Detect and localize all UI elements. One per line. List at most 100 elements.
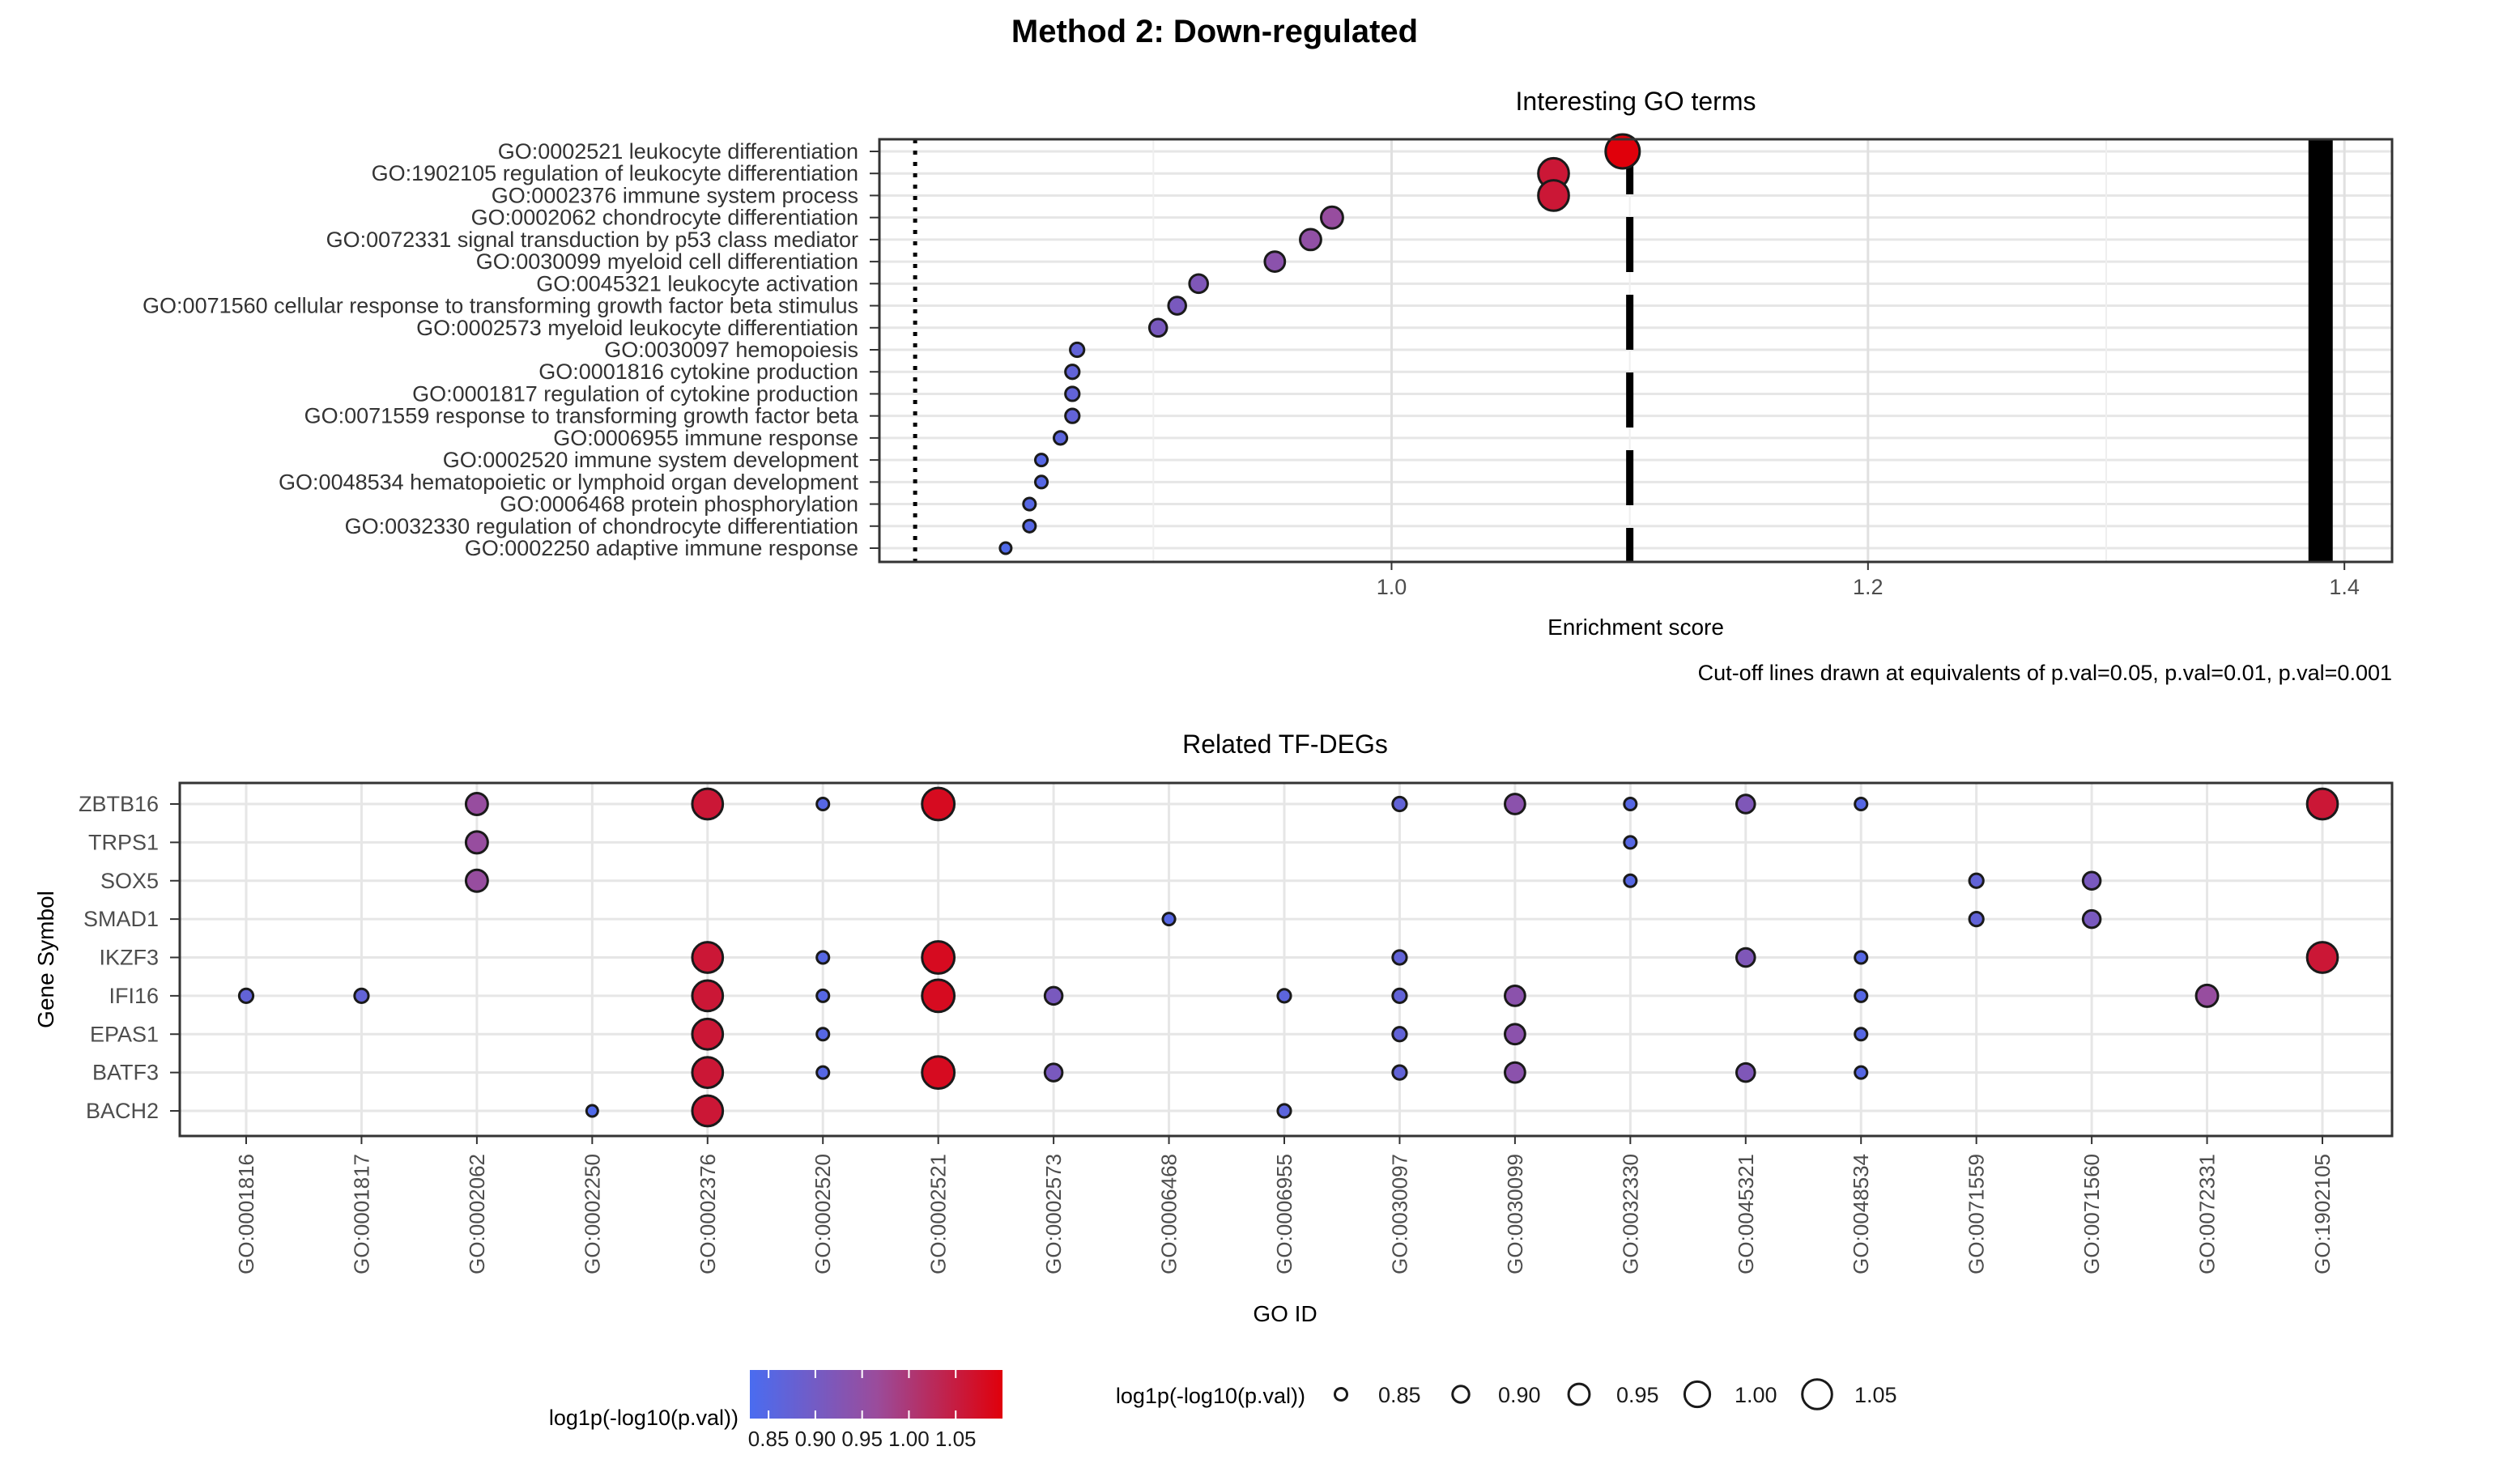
tf-deg-point [1391,1064,1408,1081]
top-x-tick-label: 1.2 [1853,575,1884,599]
go-term-label: GO:0071559 response to transforming grow… [304,404,859,428]
go-id-label: GO:0071560 [2079,1154,2104,1274]
go-term-label: GO:0072331 signal transduction by p53 cl… [326,228,858,252]
go-id-label: GO:0048534 [1849,1154,1873,1274]
tf-deg-point [1854,988,1869,1003]
tf-deg-point [921,940,956,975]
go-id-label: GO:0006468 [1157,1154,1181,1274]
tf-deg-point [2081,870,2102,891]
tf-deg-point [815,796,831,812]
tf-deg-point [691,787,725,821]
tf-deg-point [691,1017,725,1051]
tf-deg-point [237,987,255,1004]
top-x-ticks: 1.0 1.2 1.4 [1377,562,2360,599]
go-term-label: GO:0002521 leukocyte differentiation [498,139,858,164]
tf-deg-point [1504,793,1526,815]
gene-label: TRPS1 [88,830,159,854]
tf-deg-point [2305,787,2339,821]
tf-deg-point [464,792,489,816]
tf-deg-point [691,1056,725,1089]
go-term-point [1064,385,1081,402]
tf-deg-point [585,1104,599,1118]
tf-deg-point [1043,1062,1064,1083]
go-id-label: GO:0001816 [234,1154,258,1274]
go-term-label: GO:0002062 chondrocyte differentiation [471,206,858,230]
tf-deg-point [464,830,489,855]
size-legend-key [1333,1386,1349,1402]
tf-deg-point [1968,872,1985,889]
go-term-point [1033,453,1049,468]
size-legend-label: 0.90 [1498,1383,1541,1407]
size-legend-key [1567,1382,1591,1406]
gene-labels: ZBTB16 TRPS1 SOX5 SMAD1 IKZF3 IFI16 EPAS1 BATF3… [79,792,180,1123]
gene-label: EPAS1 [90,1022,159,1046]
tf-deg-point [1276,1103,1292,1119]
gene-label: IFI16 [109,984,159,1008]
go-term-label: GO:0001816 cytokine production [538,359,858,384]
bottom-x-axis-label: GO ID [1253,1301,1317,1326]
gene-label: BATF3 [92,1061,159,1085]
go-id-labels: GO:0001816 GO:0001817 GO:0002062 GO:0002250… [234,1136,2335,1274]
size-legend-title: log1p(-log10(p.val)) [1116,1384,1305,1408]
go-id-label: GO:0002521 [926,1154,951,1274]
figure-title: Method 2: Down-regulated [1011,14,1418,49]
go-term-point [1604,133,1641,170]
tf-deg-point [2081,908,2102,930]
go-id-label: GO:0030097 [1387,1154,1411,1274]
tf-deg-point [1043,985,1064,1006]
go-term-label: GO:0002520 immune system development [443,448,859,472]
top-points [998,133,1641,555]
size-legend-key [1451,1385,1471,1404]
color-bar [750,1370,1002,1419]
go-id-label: GO:0032330 [1618,1154,1642,1274]
tf-deg-point [1391,987,1408,1004]
tf-deg-point [921,1055,956,1091]
go-id-label: GO:0002573 [1041,1154,1066,1274]
go-term-point [1033,474,1049,490]
bottom-plot-background [180,783,2392,1136]
tf-deg-point [921,978,956,1014]
tf-deg-point [1623,835,1638,850]
go-term-point [1022,518,1037,534]
go-id-label: GO:0030099 [1503,1154,1527,1274]
tf-deg-point [1504,1023,1526,1046]
color-bar-ticks: 0.85 0.90 0.95 1.00 1.05 [748,1370,977,1451]
go-term-point [1147,317,1168,338]
go-term-label: GO:0030097 hemopoiesis [604,338,858,362]
go-terms-panel: Interesting GO terms GO:0002521 leukocyt… [143,87,2394,685]
go-term-point [1022,496,1037,512]
go-id-label: GO:0002250 [580,1154,604,1274]
tf-deg-point [691,941,725,974]
go-id-label: GO:0071559 [1964,1154,1989,1274]
size-legend-keys: 0.85 0.90 0.95 1.00 1.05 [1333,1378,1897,1410]
go-term-point [1052,430,1069,446]
tf-deg-point [1735,1061,1756,1083]
gene-label: SMAD1 [83,907,159,931]
bottom-plot-border [178,781,2394,1138]
tf-deg-point [1623,796,1638,812]
legend: log1p(-log10(p.val)) 0.85 0.90 0.95 1.00 1.0… [549,1370,1897,1451]
go-term-label: GO:0002573 myeloid leukocyte differentia… [416,316,858,340]
go-id-label: GO:0072331 [2195,1154,2220,1274]
tf-deg-point [815,1065,831,1080]
tf-deg-point [691,1094,725,1128]
go-term-point [1064,364,1081,381]
color-bar-tick-label: 1.00 [888,1427,930,1451]
tf-deg-point [1391,795,1408,813]
size-legend-key [1683,1380,1712,1409]
go-term-label: GO:0032330 regulation of chondrocyte dif… [345,514,858,538]
go-term-label: GO:0002250 adaptive immune response [465,536,858,560]
go-term-label: GO:0071560 cellular response to transfor… [143,294,858,318]
go-id-label: GO:0002376 [696,1154,720,1274]
top-panel-title: Interesting GO terms [1516,87,1756,116]
go-term-label: GO:1902105 regulation of leukocyte diffe… [372,161,858,185]
bottom-y-axis-label: Gene Symbol [33,891,58,1028]
cutoff-caption: Cut-off lines drawn at equivalents of p.… [1698,661,2392,685]
go-id-label: GO:0001817 [349,1154,373,1274]
top-x-tick-label: 1.0 [1377,575,1407,599]
gene-label: IKZF3 [99,946,159,970]
bottom-points [237,786,2339,1128]
go-id-label: GO:0002520 [811,1154,835,1274]
size-legend-label: 1.00 [1735,1383,1777,1407]
